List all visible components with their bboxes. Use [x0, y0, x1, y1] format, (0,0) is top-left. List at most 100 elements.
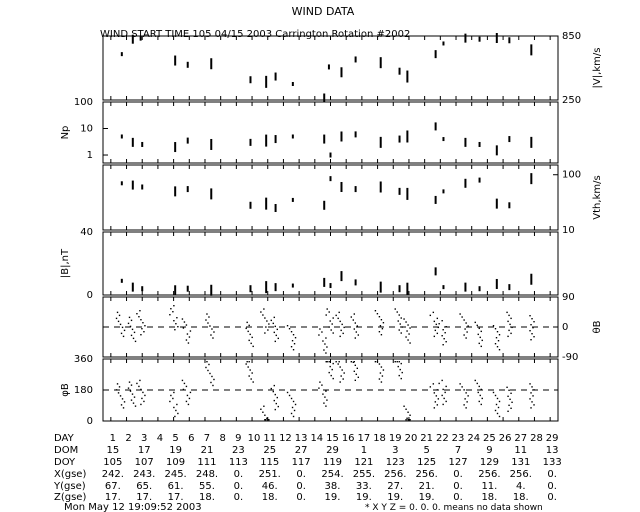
data-point — [464, 178, 467, 188]
data-dot — [119, 395, 122, 397]
data-point — [459, 383, 469, 409]
data-dot — [380, 366, 383, 368]
data-point — [354, 186, 357, 193]
data-dot — [270, 319, 272, 322]
data-dot — [480, 330, 482, 333]
data-dot — [139, 310, 141, 312]
data-dot — [442, 388, 444, 391]
data-dot — [339, 320, 341, 323]
table-cell: 7 — [204, 433, 210, 444]
data-point — [286, 391, 297, 418]
data-point — [495, 145, 498, 156]
table-cell: 256. — [478, 469, 500, 480]
data-dot — [291, 406, 294, 409]
table-cell: 10 — [248, 433, 261, 444]
data-dot — [176, 317, 178, 319]
data-dot — [128, 316, 131, 319]
data-dot — [340, 329, 342, 332]
data-dot — [409, 414, 411, 416]
data-dot — [132, 337, 135, 340]
data-dot — [434, 401, 437, 403]
table-cell: 127 — [448, 457, 467, 468]
data-dot — [531, 333, 533, 335]
data-dot — [120, 332, 123, 335]
data-point — [174, 55, 177, 66]
data-dot — [435, 323, 438, 326]
data-dot — [494, 394, 497, 397]
data-dot — [127, 322, 130, 325]
data-point — [340, 181, 343, 192]
table-cell: 17. — [105, 492, 121, 503]
data-point — [329, 152, 332, 158]
data-dot — [129, 325, 132, 328]
data-point — [265, 134, 268, 147]
panel-frame — [102, 164, 559, 231]
data-dot — [267, 329, 269, 331]
data-dot — [480, 388, 482, 391]
panels-group: 850 250 |V|,km/s 100 10 1 Np 100 10 Vth,km/s 40 0 |B… — [60, 31, 603, 427]
data-dot — [268, 323, 270, 325]
data-point — [354, 279, 357, 286]
data-dot — [432, 383, 435, 385]
data-point — [186, 137, 189, 144]
data-dot — [479, 336, 481, 339]
data-dot — [478, 400, 480, 403]
data-dot — [275, 402, 277, 405]
y-tick-label: 0 — [87, 416, 93, 427]
data-dot — [267, 419, 269, 421]
data-dot — [132, 402, 135, 404]
data-dot — [328, 326, 330, 328]
data-point — [350, 361, 360, 382]
data-dot — [406, 330, 408, 332]
table-cell: 16 — [342, 433, 355, 444]
data-dot — [138, 316, 140, 318]
data-point — [340, 131, 343, 142]
data-dot — [508, 314, 510, 317]
table-cell: 24 — [467, 433, 480, 444]
data-dot — [495, 337, 498, 339]
table-cell: 248. — [196, 469, 218, 480]
data-dot — [476, 382, 478, 385]
data-point — [318, 328, 328, 354]
table-cell: 256. — [510, 469, 532, 480]
y-tick-label: 40 — [80, 227, 93, 238]
data-point — [141, 184, 144, 190]
data-dot — [170, 308, 172, 310]
data-dot — [405, 419, 407, 421]
data-dot — [403, 405, 405, 407]
y-tick-label: 0 — [562, 322, 568, 333]
data-dot — [292, 334, 295, 336]
data-dot — [263, 308, 265, 310]
data-dot — [121, 326, 124, 329]
data-dot — [464, 398, 466, 400]
table-cell: 61. — [168, 481, 184, 492]
panel-thermal_speed: 100 10 Vth,km/s — [102, 164, 603, 236]
y-tick-label: 250 — [562, 95, 581, 106]
panel-magnetic_field: 40 0 |B|,nT — [60, 227, 559, 301]
axis-label-left: Np — [60, 126, 71, 140]
data-point — [169, 391, 179, 418]
data-dot — [328, 311, 330, 313]
data-dot — [131, 328, 134, 331]
data-point — [394, 308, 403, 334]
table-cell: 28 — [530, 433, 543, 444]
data-point — [438, 379, 447, 406]
data-dot — [400, 332, 402, 334]
data-dot — [117, 320, 120, 323]
data-dot — [274, 393, 276, 396]
table-cell: 131 — [511, 457, 530, 468]
data-dot — [342, 378, 344, 380]
table-cell: 0. — [296, 469, 306, 480]
data-point — [169, 305, 179, 331]
data-point — [398, 187, 401, 195]
data-dot — [318, 387, 320, 389]
data-dot — [478, 342, 480, 345]
data-dot — [120, 404, 123, 406]
data-point — [274, 72, 277, 81]
data-point — [131, 34, 134, 44]
data-point — [174, 285, 177, 296]
data-dot — [494, 409, 497, 412]
data-dot — [509, 398, 511, 401]
data-dot — [432, 311, 435, 314]
data-dot — [115, 389, 118, 391]
